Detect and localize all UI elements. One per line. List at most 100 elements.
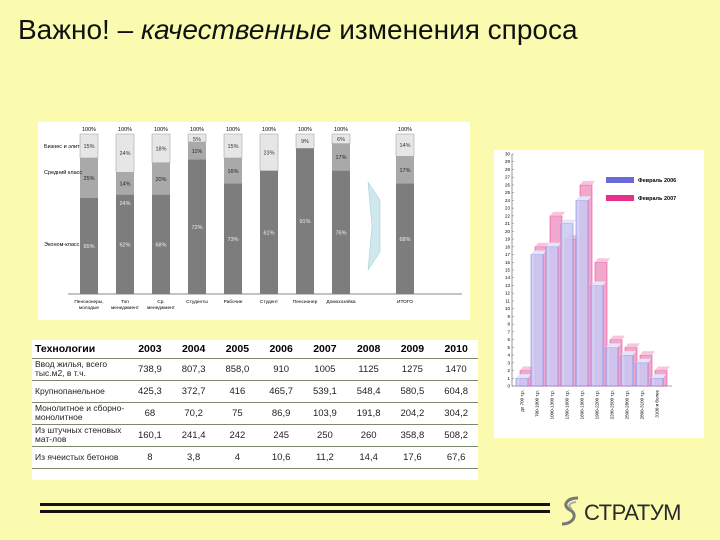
economy-label: 62% (119, 242, 130, 248)
table-cell: 260 (346, 424, 391, 447)
bar-series2-top (655, 366, 670, 371)
y-tick-label: 0 (507, 384, 510, 389)
logo: СТРАТУМ (556, 492, 706, 532)
bar-series1 (575, 200, 589, 387)
bar-series1 (635, 362, 649, 387)
x-category-label: 2800-3100 т.р. (640, 390, 645, 419)
price-distribution-chart: 0123456789101112131415161718192021222324… (505, 152, 676, 420)
top-label: 100% (226, 127, 240, 133)
top-label: 100% (154, 127, 168, 133)
bar-series2-top (550, 211, 565, 216)
bar-series2-top (580, 180, 595, 185)
y-tick-label: 10 (505, 306, 511, 311)
table-cell: 4 (215, 446, 260, 469)
bar-series1-top (576, 196, 591, 201)
category-label: ИТОГО (397, 299, 413, 305)
title-part3: изменения спроса (331, 14, 578, 45)
table-cell: 1275 (390, 358, 435, 381)
y-tick-label: 1 (507, 376, 510, 381)
table-cell: 241,4 (171, 424, 216, 447)
bar-series1 (515, 378, 529, 387)
business-label: 15% (83, 144, 94, 150)
footer-line-top (40, 503, 550, 506)
x-category-label: 2200-2500 т.р. (610, 390, 615, 419)
middle-label: 11% (192, 149, 203, 155)
y-tick-label: 27 (505, 175, 511, 180)
table-row: Монолитное и сборно-монолитное 68 70,2 75 86… (32, 402, 478, 425)
bar-series1-top (591, 281, 606, 286)
table-cell: 204,2 (390, 402, 435, 425)
table-cell: 103,9 (303, 402, 347, 425)
logo-text: СТРАТУМ (584, 500, 682, 525)
row-label: Крупнопанельное (32, 380, 128, 403)
table-cell: 160,1 (128, 424, 172, 447)
top-label: 100% (82, 127, 96, 133)
technology-table: Технологии 2003 2004 2005 2006 2007 2008 2009 20… (32, 340, 478, 469)
y-tick-label: 22 (505, 213, 511, 218)
business-label: 6% (337, 137, 345, 143)
y-tick-label: 6 (507, 337, 510, 342)
business-segment (295, 133, 315, 149)
table-cell: 508,2 (434, 424, 478, 447)
table-row: Ввод жилья, всего тыс.м2, в т.ч. 738,9 807… (32, 358, 478, 381)
category-label: Студент (260, 299, 279, 305)
table-cell: 250 (303, 424, 347, 447)
category-label: Рабочие (224, 299, 243, 305)
bar-series1-top (636, 358, 651, 363)
y-tick-label: 24 (505, 198, 511, 203)
middle-label: 17% (399, 168, 410, 174)
category-label: Студенты (186, 299, 208, 305)
bar-series2-top (595, 258, 610, 263)
middle-label: 20% (155, 177, 166, 183)
row-label: Ввод жилья, всего тыс.м2, в т.ч. (32, 358, 128, 381)
business-label: 18% (155, 146, 166, 152)
category-label: Ср. (157, 299, 164, 305)
table-cell: 10,6 (259, 446, 303, 469)
bar-series1 (590, 285, 604, 387)
footer-lines (40, 503, 560, 517)
table-cell: 14,4 (346, 446, 391, 469)
table-cell: 1125 (346, 358, 391, 381)
table-row: Из ячеистых бетонов 8 3,8 4 10,6 11,2 14,4 17,6… (32, 446, 478, 469)
category-label: Топ (121, 299, 129, 305)
bar-series1-top (516, 374, 531, 379)
row-label: Из ячеистых бетонов (32, 446, 128, 469)
middle-label: 17% (335, 155, 346, 161)
bar-series1 (545, 246, 559, 387)
y-tick-label: 15 (505, 268, 511, 273)
column-header-year: 2004 (171, 340, 216, 359)
x-category-label: 3100 и более (655, 390, 660, 418)
table-cell: 242 (215, 424, 260, 447)
table-cell: 11,2 (303, 446, 347, 469)
y-tick-label: 2 (507, 368, 510, 373)
business-label: 9% (301, 139, 309, 145)
table-cell: 70,2 (171, 402, 216, 425)
legend-swatch (606, 195, 634, 201)
middle-segment (332, 143, 350, 171)
row-label: Монолитное и сборно-монолитное (32, 402, 128, 425)
bar-series2-top (640, 351, 655, 356)
technology-table-panel: Технологии 2003 2004 2005 2006 2007 2008 2009 20… (32, 340, 478, 480)
column-header-year: 2009 (390, 340, 435, 359)
table-cell: 738,9 (128, 358, 172, 381)
middle-label: 16% (227, 169, 238, 175)
table-row: Крупнопанельное 425,3 372,7 416 465,7 539,1 54… (32, 380, 478, 403)
table-cell: 8 (128, 446, 172, 469)
y-tick-label: 21 (505, 221, 511, 226)
bar-series1 (530, 254, 544, 387)
table-cell: 539,1 (303, 380, 347, 403)
middle-segment (152, 162, 170, 195)
column-header-year: 2003 (128, 340, 172, 359)
economy-label: 91% (299, 219, 310, 225)
top-label: 100% (190, 127, 204, 133)
table-cell: 372,7 (171, 380, 216, 403)
economy-label: 68% (155, 242, 166, 248)
economy-segment (296, 134, 314, 294)
table-cell: 17,6 (390, 446, 435, 469)
table-cell: 580,5 (390, 380, 435, 403)
economy-label: 73% (227, 237, 238, 243)
column-header-technology: Технологии (32, 340, 128, 359)
economy-segment (332, 134, 350, 294)
column-header-year: 2010 (434, 340, 478, 359)
y-tick-label: 11 (505, 298, 510, 303)
